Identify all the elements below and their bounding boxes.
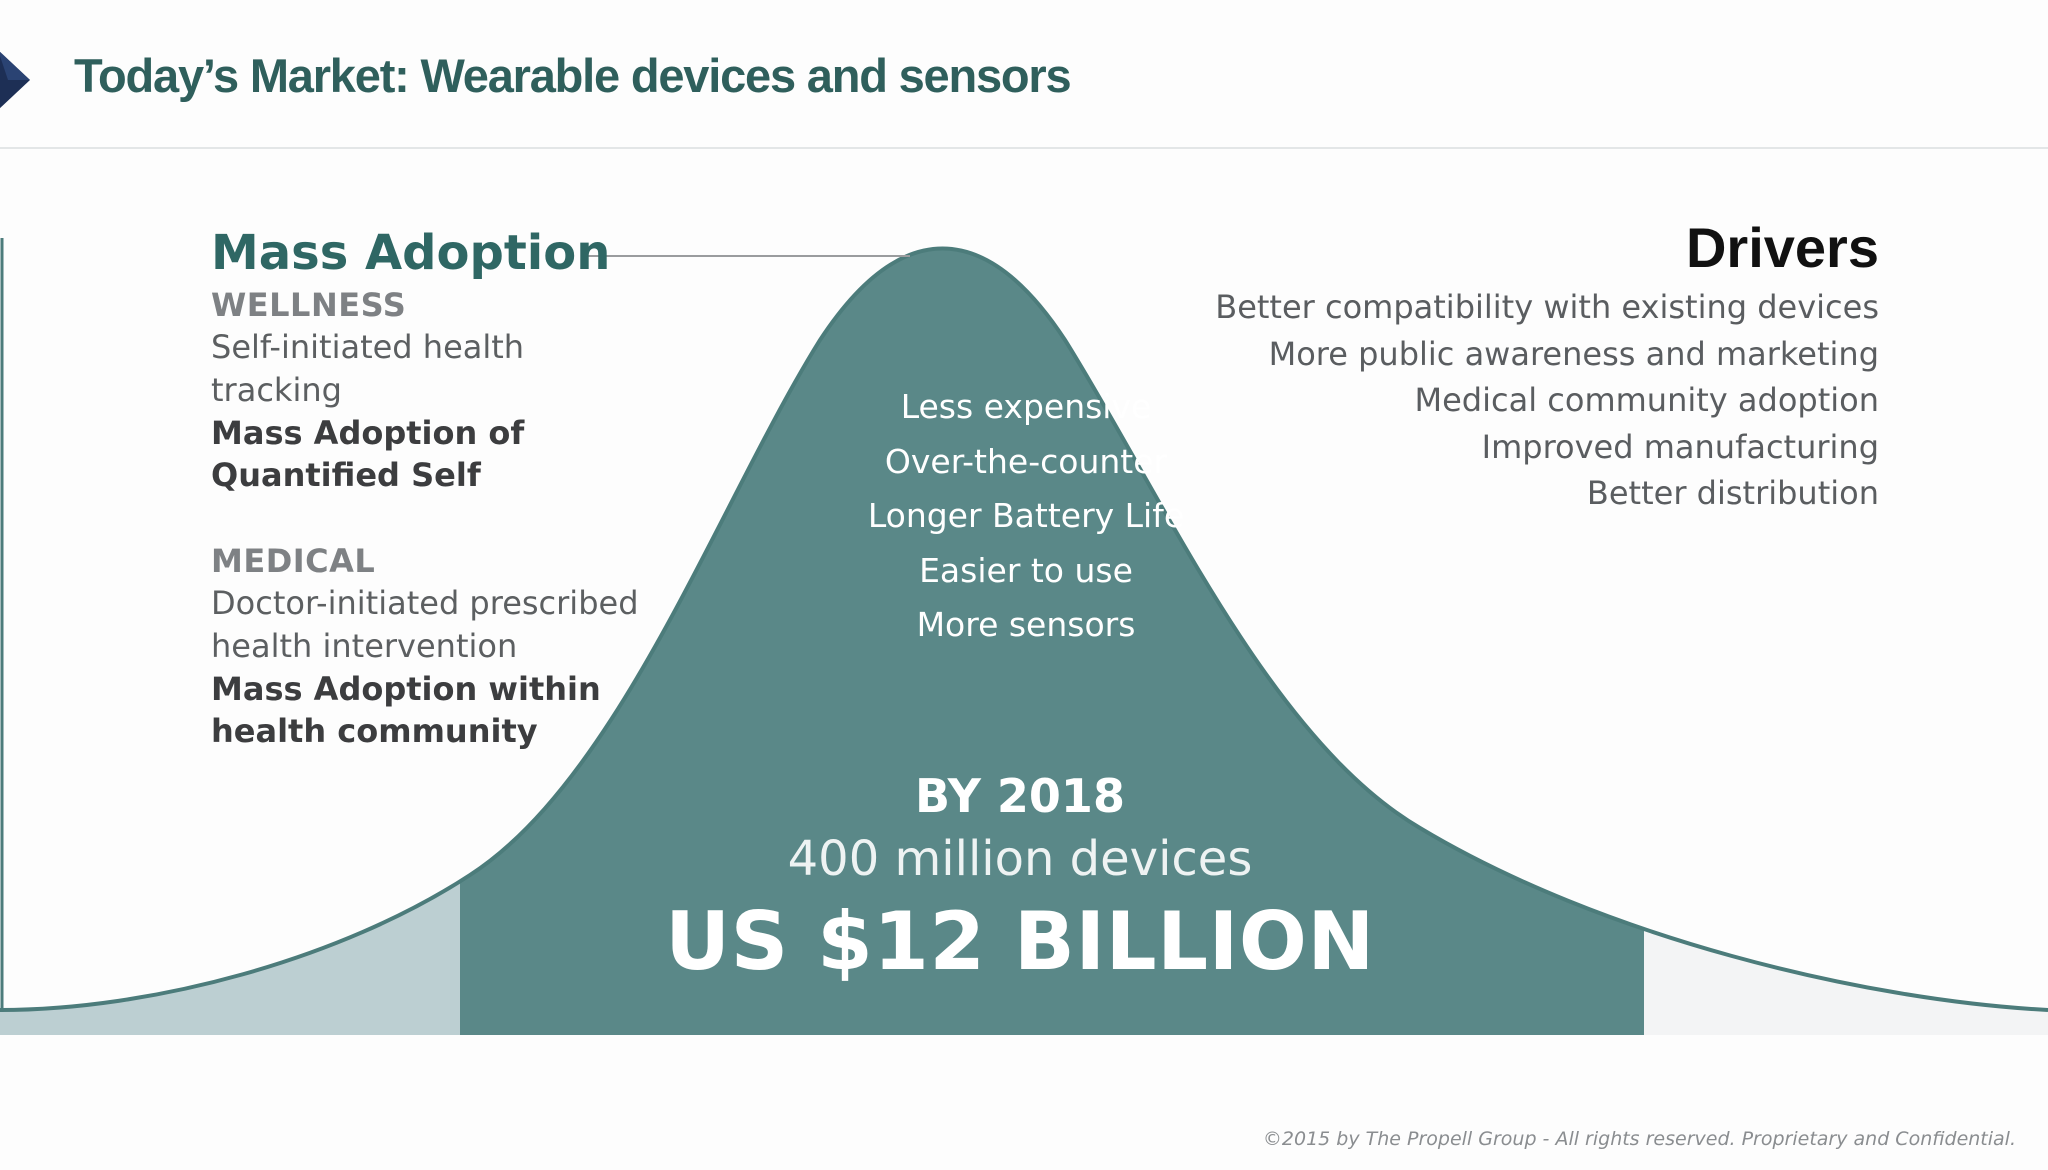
center-benefits-list: Less expensive Over-the-counter Longer B… xyxy=(826,380,1226,653)
list-item: Better distribution xyxy=(1586,474,1879,512)
market-forecast: BY 2018 400 million devices US $12 BILLI… xyxy=(620,764,1420,994)
list-item: Improved manufacturing xyxy=(1481,427,1879,466)
medical-label: MEDICAL xyxy=(211,542,376,580)
forecast-devices: 400 million devices xyxy=(787,831,1253,887)
list-item: More sensors xyxy=(916,605,1136,644)
drivers-panel: Drivers Better compatibility with existi… xyxy=(1215,216,1879,517)
list-item: Longer Battery Life xyxy=(867,496,1185,535)
list-item: Better compatibility with existing devic… xyxy=(1215,288,1879,326)
wellness-description: Self-initiated health tracking xyxy=(211,328,525,409)
wellness-highlight-line-1: Mass Adoption of xyxy=(211,414,525,452)
medical-highlight-line-2: health community xyxy=(211,712,538,750)
copyright-notice: ©2015 by The Propell Group - All rights … xyxy=(1262,1128,2016,1150)
wellness-highlight-line-2: Quantified Self xyxy=(211,456,481,494)
bell-curve-line xyxy=(0,246,2048,1012)
medical-description-line-1: Doctor-initiated prescribed xyxy=(211,584,639,622)
wellness-label: WELLNESS xyxy=(211,286,407,324)
list-item: Easier to use xyxy=(919,550,1133,590)
drivers-title: Drivers xyxy=(1685,216,1879,279)
list-item: Medical community adoption xyxy=(1414,381,1880,419)
adoption-segments: Mass Adoption WELLNESS Self-initiated he… xyxy=(211,222,641,752)
forecast-market-size: US $12 BILLION xyxy=(665,895,1375,988)
medical-description-line-2: health intervention xyxy=(211,627,518,665)
mass-adoption-heading: Mass Adoption xyxy=(211,225,611,281)
title-arrow-icon xyxy=(0,51,30,109)
forecast-year: BY 2018 xyxy=(915,769,1125,823)
list-item: More public awareness and marketing xyxy=(1268,334,1879,373)
list-item: Less expensive xyxy=(900,387,1152,426)
header-divider xyxy=(0,147,2048,149)
slide-title: Today’s Market: Wearable devices and sen… xyxy=(74,49,1072,102)
list-item: Over-the-counter xyxy=(884,441,1168,481)
medical-highlight-line-1: Mass Adoption within xyxy=(211,670,601,708)
